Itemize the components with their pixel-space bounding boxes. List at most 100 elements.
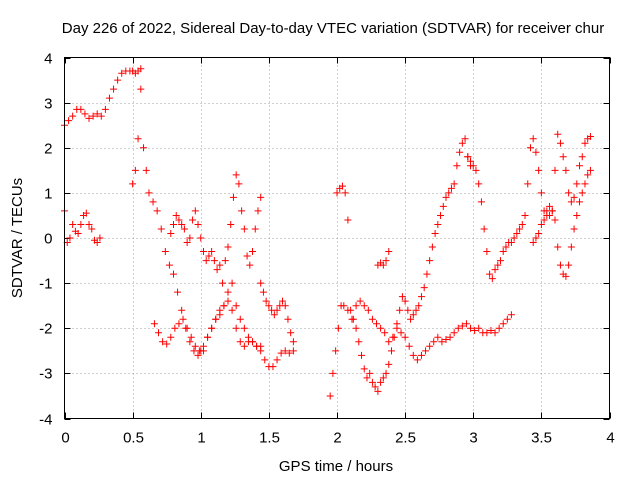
data-point [503, 315, 511, 323]
data-point [521, 211, 529, 219]
data-point [434, 220, 442, 228]
data-point [175, 216, 183, 224]
data-point [390, 333, 398, 341]
data-point [110, 85, 118, 93]
data-point [161, 248, 169, 256]
data-point [556, 139, 564, 147]
data-point [371, 383, 379, 391]
data-point [281, 302, 289, 310]
data-point [442, 193, 450, 201]
grid-lines [64, 57, 610, 419]
data-point [586, 132, 594, 140]
data-point [417, 293, 425, 301]
data-point [581, 139, 589, 147]
data-point [529, 135, 537, 143]
series-track-a [61, 65, 145, 129]
data-point [243, 252, 251, 260]
data-point [199, 342, 207, 350]
x-tick-label: 2.5 [395, 430, 416, 447]
data-point [145, 189, 153, 197]
data-point [447, 184, 455, 192]
data-point [374, 387, 382, 395]
data-point [355, 338, 363, 346]
data-point [240, 225, 248, 233]
data-point [586, 166, 594, 174]
data-point [82, 209, 90, 217]
data-point [281, 347, 289, 355]
data-point [69, 220, 77, 228]
data-point [219, 279, 227, 287]
data-point [191, 342, 199, 350]
data-point [183, 239, 191, 247]
data-point [453, 162, 461, 170]
data-point [537, 189, 545, 197]
data-point [93, 239, 101, 247]
data-point [236, 338, 244, 346]
data-point [257, 347, 265, 355]
data-point [183, 324, 191, 332]
data-point [458, 139, 466, 147]
data-point [554, 130, 562, 138]
data-point [224, 288, 232, 296]
series-track-k [529, 166, 594, 280]
data-point [573, 211, 581, 219]
data-point [172, 211, 180, 219]
data-point [352, 302, 360, 310]
series-track-h [347, 135, 475, 395]
data-point [438, 338, 446, 346]
data-point [398, 293, 406, 301]
data-point [220, 302, 228, 310]
data-point [101, 105, 109, 113]
data-point [163, 340, 171, 348]
data-point [499, 248, 507, 256]
data-point [208, 248, 216, 256]
data-point [210, 257, 218, 265]
x-tick-label: 0.5 [123, 430, 144, 447]
data-point [96, 234, 104, 242]
series-track-f [257, 279, 297, 346]
data-point [257, 279, 265, 287]
data-point [570, 225, 578, 233]
data-point [85, 114, 93, 122]
data-point [285, 349, 293, 357]
data-point [284, 315, 292, 323]
data-point [578, 189, 586, 197]
data-point [238, 207, 246, 215]
data-point [431, 229, 439, 237]
data-point [364, 306, 372, 314]
data-point [559, 153, 567, 161]
series-track-e [167, 171, 265, 287]
data-point [385, 360, 393, 368]
data-point [194, 351, 202, 359]
data-point [273, 356, 281, 364]
data-point [341, 189, 349, 197]
data-point [532, 148, 540, 156]
data-point [439, 202, 447, 210]
data-point [229, 193, 237, 201]
data-point [540, 216, 548, 224]
data-point [240, 342, 248, 350]
data-point [576, 198, 584, 206]
data-point [213, 266, 221, 274]
data-point [524, 180, 532, 188]
data-point [167, 333, 175, 341]
data-point [356, 297, 364, 305]
series-track-c [129, 85, 265, 359]
data-point [548, 207, 556, 215]
data-point [483, 329, 491, 337]
data-point [249, 248, 257, 256]
data-point [77, 220, 85, 228]
data-point [430, 338, 438, 346]
data-point [397, 329, 405, 337]
data-point [174, 288, 182, 296]
y-tick-labels: -4 -3 -2 -1 0 1 2 3 4 [39, 51, 52, 429]
data-point [491, 329, 499, 337]
data-point [326, 392, 334, 400]
data-point [175, 320, 183, 328]
data-point [254, 207, 262, 215]
data-point [261, 356, 269, 364]
data-point [417, 351, 425, 359]
data-point [529, 239, 537, 247]
data-point [420, 284, 428, 292]
data-point [483, 248, 491, 256]
